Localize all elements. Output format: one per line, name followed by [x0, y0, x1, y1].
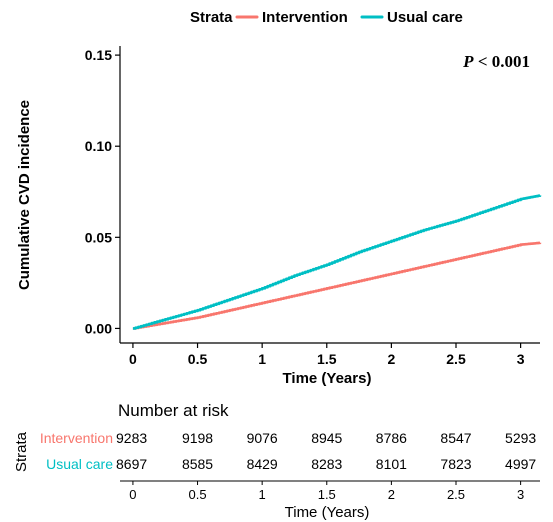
risk-cell: 9076: [247, 430, 278, 446]
risk-cell: 7823: [440, 456, 471, 472]
risk-cell: 8786: [376, 430, 407, 446]
y-tick-label: 0.10: [85, 138, 112, 154]
y-tick-label: 0.00: [85, 320, 112, 336]
risk-table-x-axis-title: Time (Years): [285, 504, 370, 521]
p-value-symbol: P: [462, 52, 474, 71]
risk-x-tick-label: 3: [517, 487, 524, 502]
risk-cell: 8697: [116, 456, 147, 472]
risk-cell: 8547: [440, 430, 471, 446]
x-tick-label: 2: [387, 351, 395, 367]
legend: Strata Intervention Usual care: [190, 9, 463, 26]
risk-cell: 4997: [505, 456, 536, 472]
axes: [119, 46, 540, 344]
x-tick-label: 1: [258, 351, 266, 367]
series-group: [132, 194, 542, 330]
x-axis-title: Time (Years): [283, 370, 372, 387]
risk-table-y-label: Strata: [13, 431, 30, 472]
x-tick-label: 2.5: [446, 351, 466, 367]
p-value-annotation: P < 0.001: [462, 52, 530, 71]
risk-table-x-ticks: 0 0.5 1 1.5 2 2.5 3: [129, 481, 524, 502]
legend-title: Strata: [190, 9, 233, 26]
series-line-intervention: [132, 241, 542, 330]
risk-x-tick-label: 1: [259, 487, 266, 502]
y-tick-label: 0.05: [85, 229, 112, 245]
risk-row-label: Intervention: [40, 430, 113, 446]
y-ticks: 0.00 0.05 0.10 0.15: [85, 47, 120, 336]
legend-label-intervention: Intervention: [262, 9, 348, 26]
y-axis-title: Cumulative CVD incidence: [16, 100, 33, 290]
risk-cell: 8585: [182, 456, 213, 472]
risk-x-tick-label: 2: [388, 487, 395, 502]
risk-x-tick-label: 0.5: [188, 487, 206, 502]
legend-label-usual-care: Usual care: [387, 9, 463, 26]
risk-cell: 8945: [311, 430, 342, 446]
risk-x-tick-label: 0: [129, 487, 136, 502]
x-tick-label: 0: [129, 351, 137, 367]
risk-cell: 5293: [505, 430, 536, 446]
risk-cell: 9198: [182, 430, 213, 446]
risk-x-tick-label: 2.5: [447, 487, 465, 502]
y-tick-label: 0.15: [85, 47, 112, 63]
risk-row-label: Usual care: [46, 456, 113, 472]
x-tick-label: 1.5: [317, 351, 337, 367]
risk-table-title: Number at risk: [118, 401, 229, 420]
x-ticks: 0 0.5 1 1.5 2 2.5 3: [129, 343, 525, 367]
risk-x-tick-label: 1.5: [318, 487, 336, 502]
risk-cell: 9283: [116, 430, 147, 446]
p-value-text: < 0.001: [474, 52, 530, 71]
risk-cell: 8429: [247, 456, 278, 472]
x-tick-label: 3: [517, 351, 525, 367]
series-line-usual-care: [132, 194, 542, 330]
x-tick-label: 0.5: [188, 351, 208, 367]
risk-cell: 8101: [376, 456, 407, 472]
risk-cell: 8283: [311, 456, 342, 472]
risk-table: Number at risk Strata Intervention 9283 91…: [13, 401, 540, 521]
risk-table-rows: Intervention 9283 9198 9076 8945 8786 8547 5293…: [40, 430, 537, 472]
